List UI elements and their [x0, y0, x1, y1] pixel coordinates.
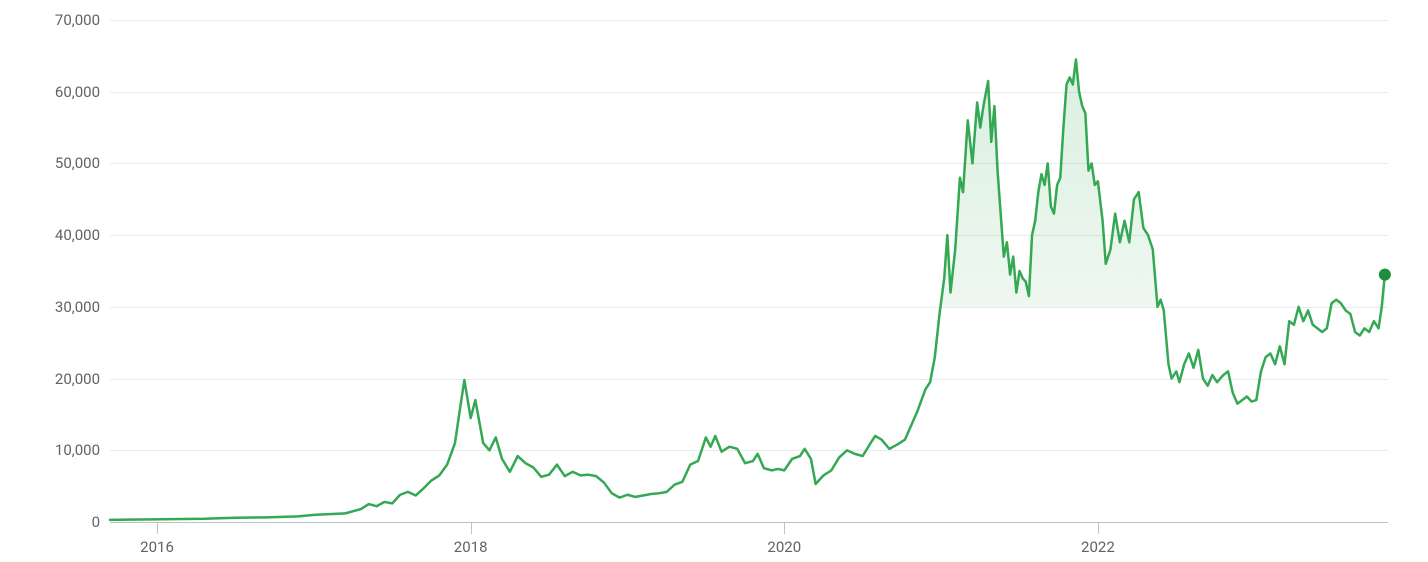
current-value-marker [1379, 269, 1391, 281]
chart-area-fill [110, 59, 1385, 522]
price-line [110, 59, 1385, 519]
price-line-chart: 010,00020,00030,00040,00050,00060,00070,… [0, 0, 1428, 562]
chart-svg [0, 0, 1428, 562]
